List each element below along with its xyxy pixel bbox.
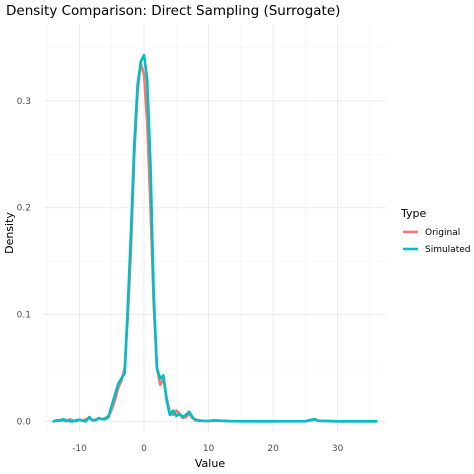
series-layer bbox=[52, 53, 378, 423]
x-tick-label: 10 bbox=[203, 444, 215, 454]
legend-label-simulated: Simulated bbox=[425, 245, 470, 255]
x-axis-ticks: -10 0 10 20 30 bbox=[72, 444, 343, 454]
chart-title: Density Comparison: Direct Sampling (Sur… bbox=[6, 3, 340, 19]
legend: Type Original Simulated bbox=[400, 207, 470, 255]
x-tick-label: 0 bbox=[141, 444, 147, 454]
x-tick-label: -10 bbox=[72, 444, 87, 454]
grid bbox=[44, 24, 386, 432]
y-tick-label: 0.2 bbox=[17, 204, 31, 214]
legend-label-original: Original bbox=[425, 228, 460, 238]
y-tick-label: 0.3 bbox=[17, 97, 31, 107]
legend-title: Type bbox=[400, 207, 426, 220]
y-axis-title: Density bbox=[3, 212, 16, 254]
x-axis-title: Value bbox=[195, 457, 225, 470]
y-tick-label: 0.1 bbox=[17, 311, 31, 321]
y-tick-label: 0.0 bbox=[17, 417, 32, 427]
series-line-simulated bbox=[52, 53, 378, 423]
x-tick-label: 20 bbox=[267, 444, 279, 454]
y-axis-ticks: 0.0 0.1 0.2 0.3 bbox=[17, 97, 32, 427]
x-tick-label: 30 bbox=[332, 444, 344, 454]
